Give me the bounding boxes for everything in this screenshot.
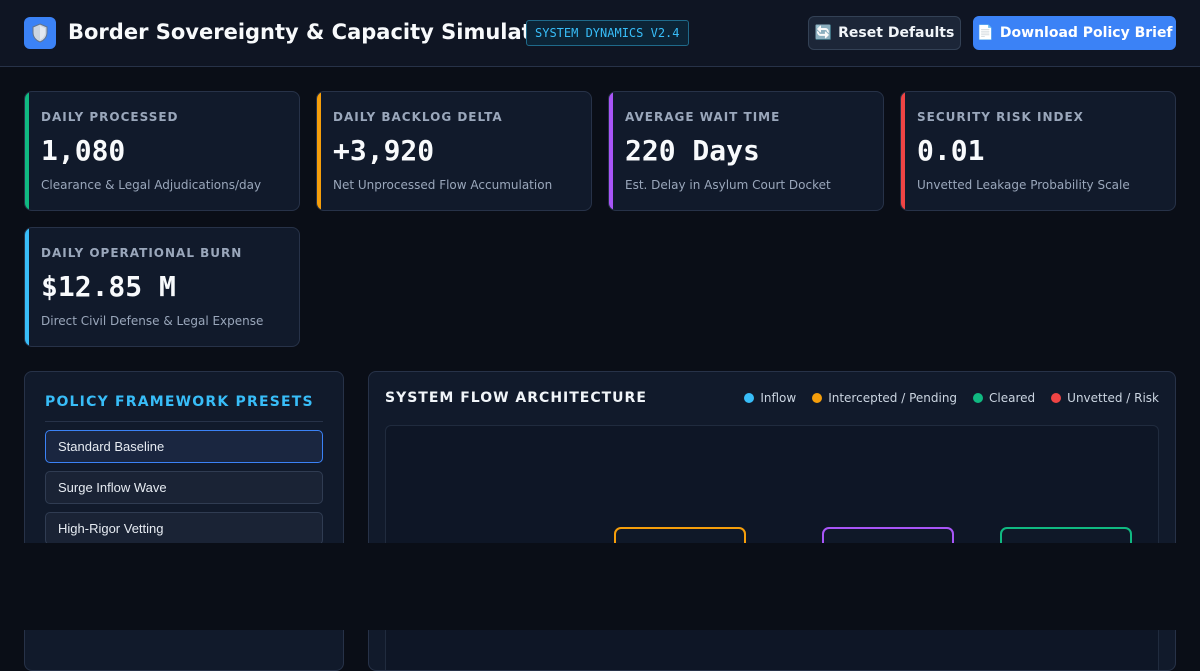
kpi-accent-bar <box>317 92 321 210</box>
kpi-card-average-wait-time: AVERAGE WAIT TIME 220 Days Est. Delay in… <box>608 91 884 211</box>
kpi-card-daily-processed: DAILY PROCESSED 1,080 Clearance & Legal … <box>24 91 300 211</box>
kpi-card-security-risk-index: SECURITY RISK INDEX 0.01 Unvetted Leakag… <box>900 91 1176 211</box>
kpi-accent-bar <box>25 228 29 346</box>
page-title: Border Sovereignty & Capacity Simulator <box>68 20 557 44</box>
kpi-label: DAILY BACKLOG DELTA <box>333 110 503 124</box>
kpi-subtitle: Unvetted Leakage Probability Scale <box>917 178 1130 192</box>
kpi-accent-bar <box>25 92 29 210</box>
legend-dot <box>1051 393 1062 403</box>
page-background <box>0 543 1200 630</box>
kpi-label: AVERAGE WAIT TIME <box>625 110 781 124</box>
kpi-value: 220 Days <box>625 134 760 167</box>
kpi-subtitle: Net Unprocessed Flow Accumulation <box>333 178 553 192</box>
download-policy-brief-label: Download Policy Brief <box>999 25 1173 41</box>
kpi-label: DAILY OPERATIONAL BURN <box>41 246 243 260</box>
kpi-label: SECURITY RISK INDEX <box>917 110 1084 124</box>
legend-item-unvetted: Unvetted / Risk <box>1051 391 1159 405</box>
legend-label: Cleared <box>989 391 1036 405</box>
version-badge: SYSTEM DYNAMICS V2.4 <box>526 20 689 46</box>
legend-item-intercepted: Intercepted / Pending <box>812 391 957 405</box>
download-policy-brief-button[interactable]: 📄 Download Policy Brief <box>973 16 1176 50</box>
divider <box>45 421 323 422</box>
kpi-subtitle: Est. Delay in Asylum Court Docket <box>625 178 831 192</box>
kpi-value: 1,080 <box>41 134 126 167</box>
legend-item-inflow: Inflow <box>744 391 796 405</box>
legend-dot <box>812 393 823 403</box>
flow-legend: Inflow Intercepted / Pending Cleared Unv… <box>744 391 1159 405</box>
kpi-value: +3,920 <box>333 134 435 167</box>
kpi-card-backlog-delta: DAILY BACKLOG DELTA +3,920 Net Unprocess… <box>316 91 592 211</box>
reset-defaults-button[interactable]: 🔄 Reset Defaults <box>808 16 961 50</box>
preset-surge-inflow-wave[interactable]: Surge Inflow Wave <box>45 471 323 504</box>
flow-title: SYSTEM FLOW ARCHITECTURE <box>385 390 647 406</box>
legend-label: Inflow <box>760 391 797 405</box>
kpi-accent-bar <box>901 92 905 210</box>
kpi-subtitle: Clearance & Legal Adjudications/day <box>41 178 262 192</box>
refresh-icon: 🔄 <box>814 25 833 41</box>
preset-standard-baseline[interactable]: Standard Baseline <box>45 430 323 463</box>
kpi-value: $12.85 M <box>41 270 176 303</box>
reset-defaults-label: Reset Defaults <box>838 25 955 41</box>
kpi-value: 0.01 <box>917 134 985 167</box>
legend-label: Intercepted / Pending <box>828 391 958 405</box>
kpi-accent-bar <box>609 92 613 210</box>
shield-icon <box>24 17 56 49</box>
legend-dot <box>973 393 984 403</box>
document-icon: 📄 <box>976 25 994 41</box>
kpi-label: DAILY PROCESSED <box>41 110 179 124</box>
app-header: Border Sovereignty & Capacity Simulator … <box>0 0 1200 67</box>
kpi-card-daily-operational-burn: DAILY OPERATIONAL BURN $12.85 M Direct C… <box>24 227 300 347</box>
legend-item-cleared: Cleared <box>973 391 1035 405</box>
preset-high-rigor-vetting[interactable]: High-Rigor Vetting <box>45 512 323 545</box>
legend-dot <box>744 393 755 403</box>
legend-label: Unvetted / Risk <box>1067 391 1159 405</box>
policy-presets-panel: POLICY FRAMEWORK PRESETS Standard Baseli… <box>24 371 344 671</box>
presets-title: POLICY FRAMEWORK PRESETS <box>45 394 314 410</box>
kpi-subtitle: Direct Civil Defense & Legal Expense <box>41 314 264 328</box>
